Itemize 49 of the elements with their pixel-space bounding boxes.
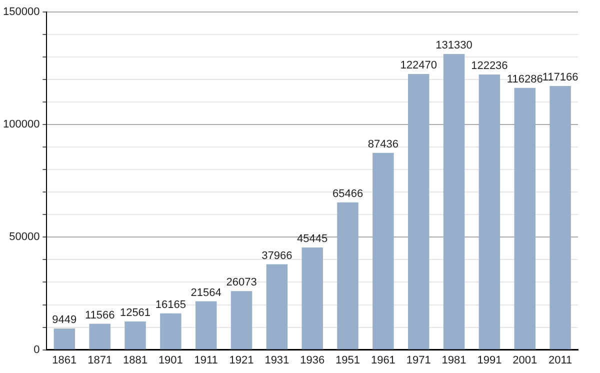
bar <box>337 202 358 350</box>
bar <box>550 86 571 350</box>
data-label: 131330 <box>436 40 472 52</box>
x-tick-label: 1951 <box>336 354 360 366</box>
bar <box>514 88 536 350</box>
data-label: 21564 <box>190 286 222 299</box>
y-tick-label: 150000 <box>2 6 40 18</box>
x-tick-label: 1871 <box>88 354 112 366</box>
x-tick-label: 1991 <box>477 354 502 366</box>
x-tick-label: 1931 <box>264 354 290 366</box>
x-tick-label: 1901 <box>158 354 183 366</box>
x-tick-label: 1881 <box>123 354 148 366</box>
data-label: 65466 <box>332 188 364 200</box>
bar <box>230 291 252 350</box>
data-label: 122470 <box>400 60 437 72</box>
bar <box>408 74 430 350</box>
data-label: 122236 <box>471 60 508 72</box>
data-label: 37966 <box>262 250 292 262</box>
x-tick-label: 1936 <box>300 354 325 366</box>
bar <box>89 324 110 350</box>
x-tick-label: 2001 <box>512 354 538 366</box>
bar <box>302 247 323 350</box>
x-tick-label: 1971 <box>406 354 431 366</box>
bar <box>443 54 465 350</box>
data-label: 116286 <box>506 73 543 86</box>
bar <box>195 301 217 350</box>
y-tick-label: 50000 <box>9 231 40 244</box>
x-tick-label: 2011 <box>548 354 572 366</box>
x-tick-label: 1921 <box>229 354 254 366</box>
bar <box>160 313 182 350</box>
x-tick-label: 1981 <box>442 354 466 366</box>
data-label: 26073 <box>226 276 257 289</box>
bar <box>478 74 500 350</box>
data-label: 12561 <box>120 307 151 320</box>
x-tick-label: 1861 <box>52 354 77 366</box>
bar <box>124 322 146 350</box>
data-label: 87436 <box>368 138 398 150</box>
y-tick-label: 0 <box>34 344 40 356</box>
bar <box>266 264 288 350</box>
x-tick-label: 1911 <box>194 354 218 366</box>
data-label: 45445 <box>297 232 328 245</box>
bar <box>372 152 394 350</box>
y-tick-label: 100000 <box>2 118 40 131</box>
data-label: 9449 <box>52 314 77 326</box>
data-label: 117166 <box>542 71 578 84</box>
data-label: 11566 <box>84 309 115 322</box>
bar <box>54 328 76 350</box>
data-label: 16165 <box>155 298 186 311</box>
x-tick-label: 1961 <box>370 354 396 366</box>
